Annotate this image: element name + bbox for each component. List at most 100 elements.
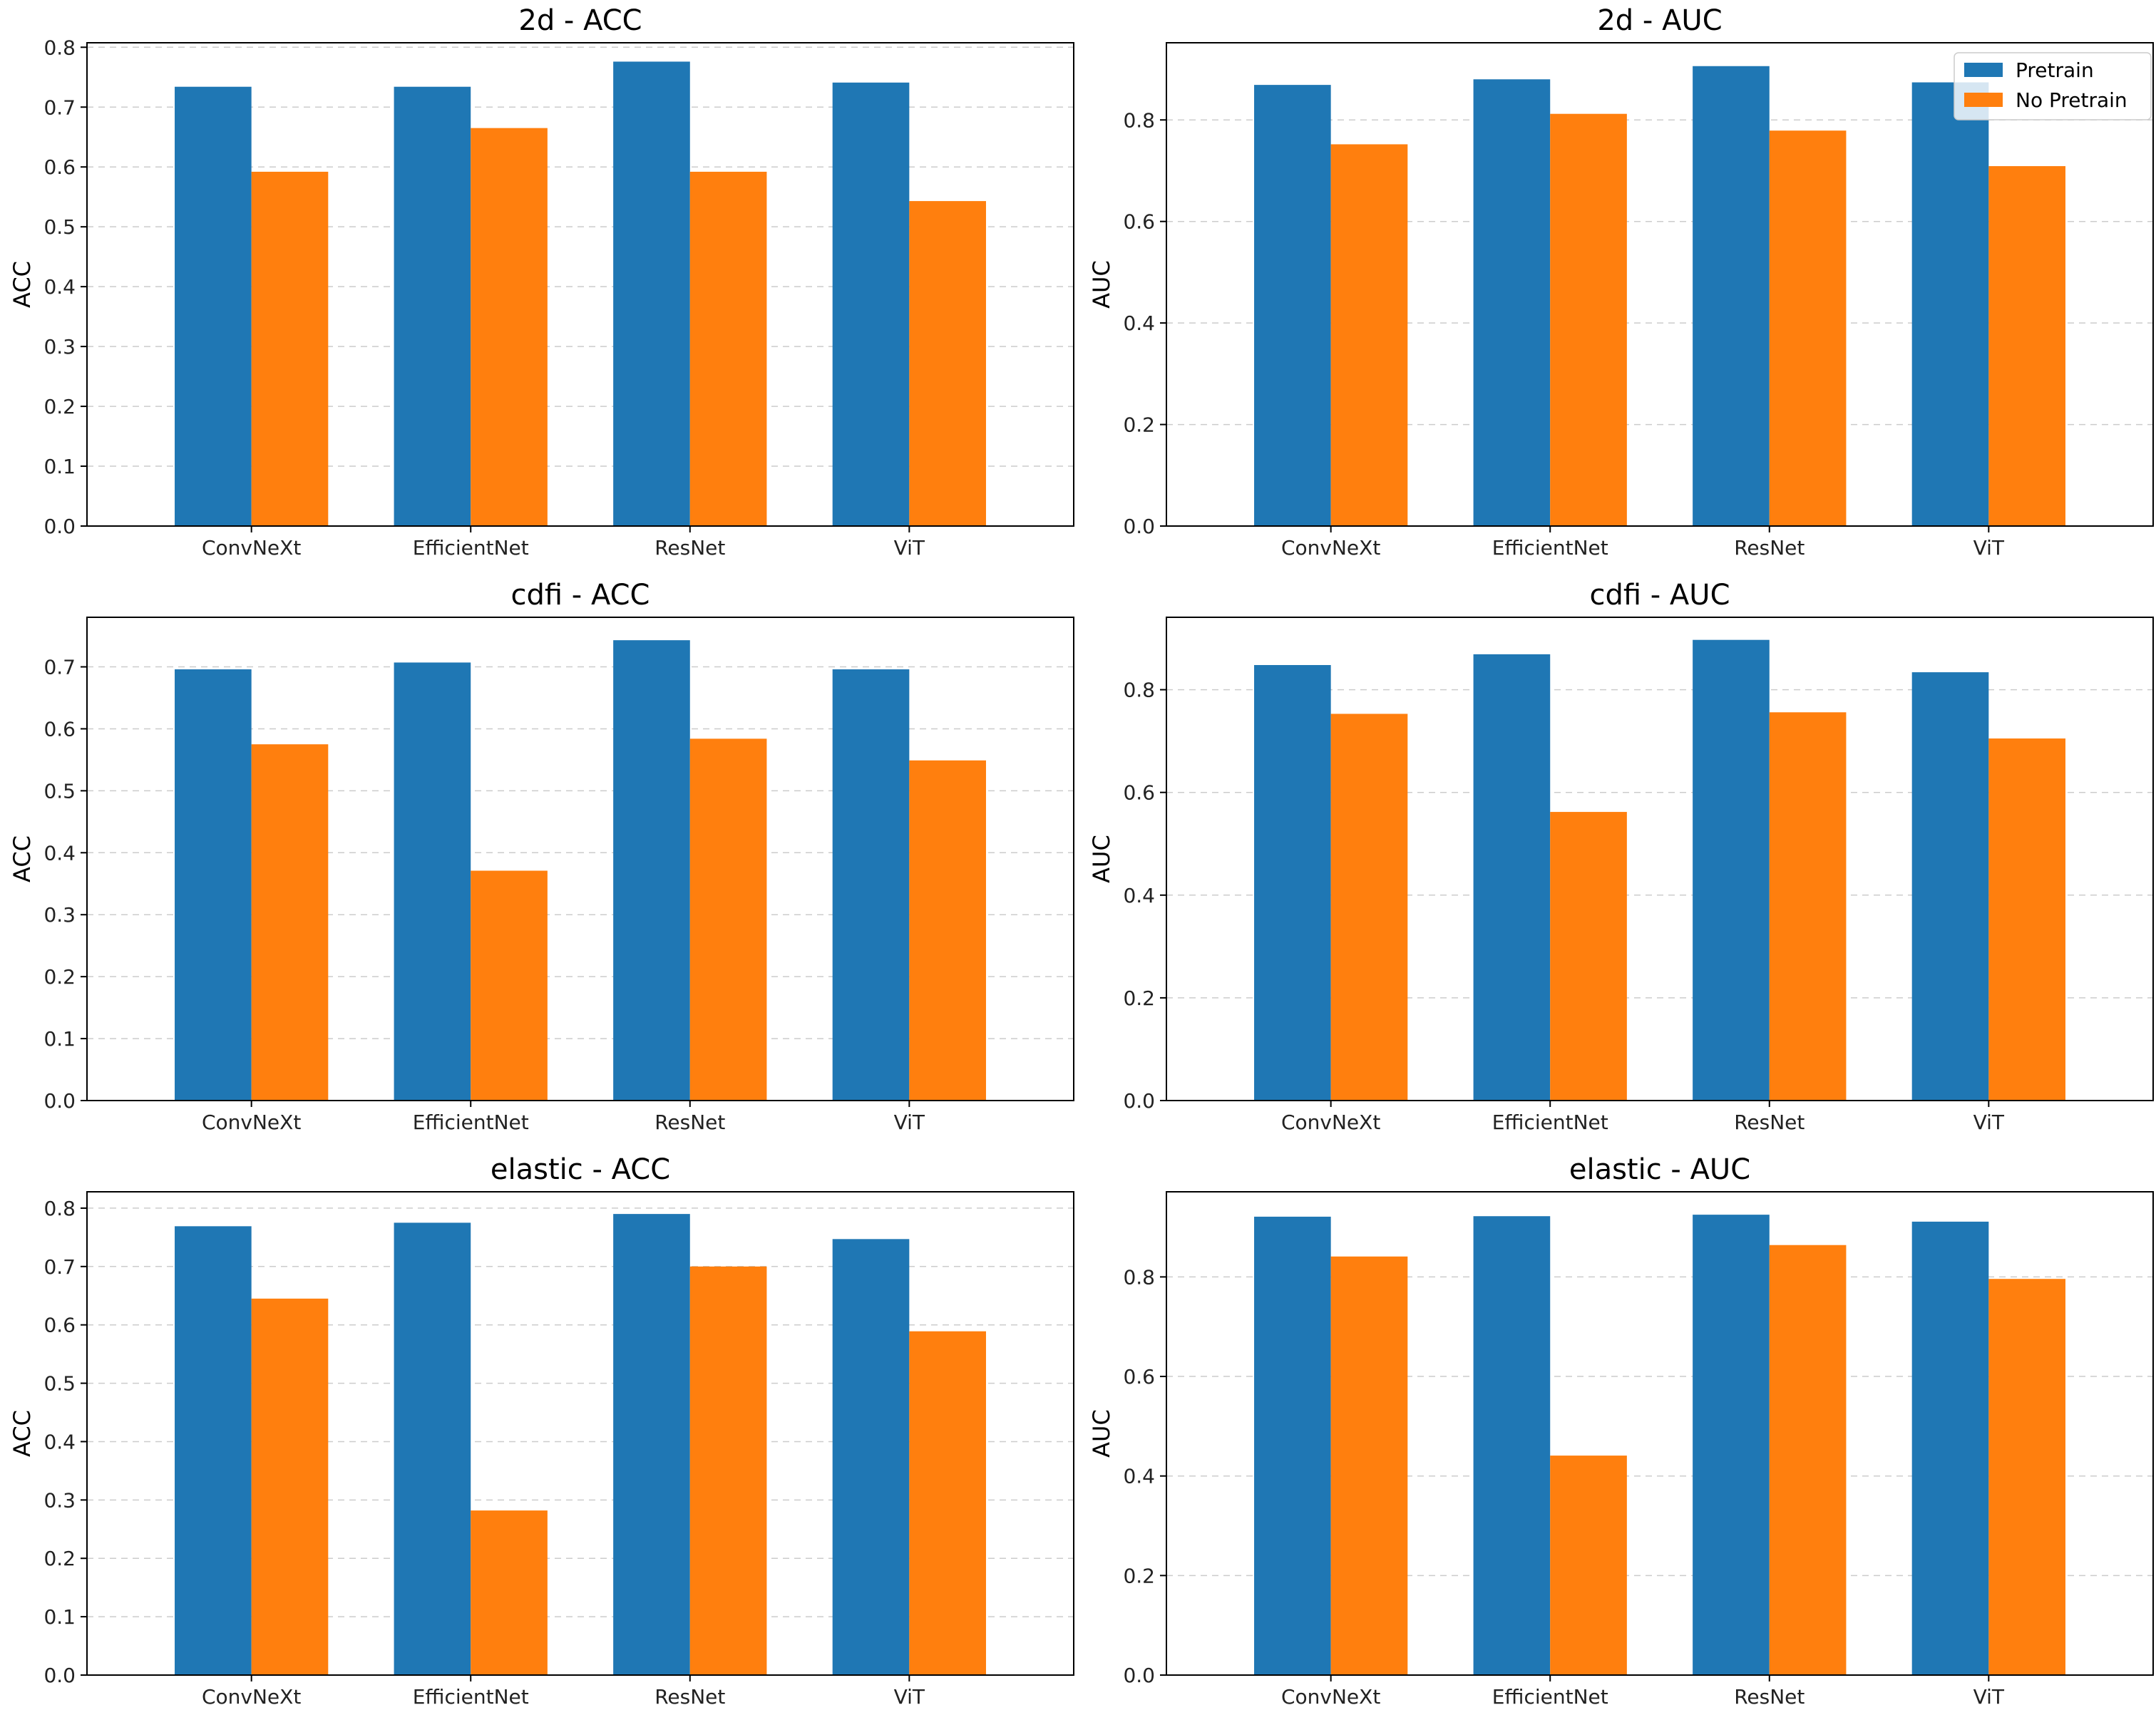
- bar-no-pretrain-efficientnet: [1550, 1456, 1627, 1675]
- bar-pretrain-convnext: [175, 669, 252, 1101]
- bar-no-pretrain-efficientnet: [471, 870, 548, 1101]
- y-tick-label: 0.2: [43, 965, 76, 989]
- panel-cdfi-auc: cdfi - AUC 0.0 0.2 0.4 0.6 0.8 ConvNeXt Effici…: [1088, 579, 2154, 1134]
- bar-pretrain-efficientnet: [1473, 654, 1551, 1101]
- y-tick-label: 0.7: [43, 96, 76, 119]
- x-tick-label: ResNet: [1734, 536, 1805, 560]
- bar-no-pretrain-efficientnet: [471, 1510, 548, 1675]
- x-tick-label: ViT: [1973, 1111, 2005, 1134]
- bar-no-pretrain-resnet: [1769, 130, 1847, 526]
- bar-pretrain-vit: [1911, 672, 1989, 1101]
- bar-no-pretrain-efficientnet: [1550, 812, 1627, 1101]
- panel-2d-auc: 2d - AUC 0.0 0.2 0.4 0.6 0.8 ConvNeXt Efficien…: [1088, 4, 2154, 560]
- bar-pretrain-efficientnet: [394, 1222, 471, 1675]
- bar-pretrain-resnet: [1693, 639, 1770, 1101]
- y-tick-label: 0.7: [43, 656, 76, 679]
- y-tick-label: 0.0: [1123, 1089, 1155, 1113]
- y-tick-label: 0.8: [1123, 108, 1155, 132]
- chart-title: cdfi - ACC: [511, 579, 650, 612]
- bar-no-pretrain-vit: [1988, 738, 2065, 1101]
- bar-pretrain-vit: [832, 82, 910, 526]
- y-tick-label: 0.4: [43, 1430, 76, 1453]
- plot-frame: [86, 1191, 1074, 1676]
- panel-elastic-acc: elastic - ACC 0.0 0.1 0.2 0.3 0.4 0.5 0.6 0.7 0.…: [9, 1153, 1074, 1709]
- y-tick-label: 0.4: [43, 841, 76, 865]
- y-tick-label: 0.4: [1123, 1465, 1155, 1488]
- bar-pretrain-resnet: [1693, 1215, 1770, 1675]
- panel-elastic-auc: elastic - AUC 0.0 0.2 0.4 0.6 0.8 ConvNeXt Eff…: [1088, 1153, 2154, 1709]
- y-tick-label: 0.2: [43, 1547, 76, 1570]
- bar-pretrain-resnet: [613, 1214, 690, 1675]
- y-tick-label: 0.2: [1123, 987, 1155, 1010]
- y-axis-label: AUC: [1088, 260, 1115, 309]
- bar-pretrain-convnext: [175, 1226, 252, 1675]
- x-tick-label: ResNet: [1734, 1685, 1805, 1709]
- x-tick-label: ViT: [1973, 536, 2005, 560]
- bar-pretrain-vit: [1911, 82, 1989, 526]
- legend-label-pretrain: Pretrain: [2016, 58, 2094, 82]
- bar-no-pretrain-resnet: [689, 171, 767, 526]
- y-tick-label: 0.2: [1123, 413, 1155, 437]
- bar-no-pretrain-convnext: [251, 1298, 329, 1675]
- bar-no-pretrain-vit: [1988, 1279, 2065, 1675]
- y-tick-label: 0.1: [43, 1605, 76, 1629]
- x-tick-label: ConvNeXt: [202, 536, 301, 560]
- legend: Pretrain No Pretrain: [1954, 52, 2152, 120]
- x-tick-label: ResNet: [654, 1111, 725, 1134]
- bar-pretrain-convnext: [175, 86, 252, 526]
- bar-no-pretrain-convnext: [1330, 1256, 1408, 1675]
- bar-no-pretrain-vit: [909, 760, 986, 1101]
- panel-cdfi-acc: cdfi - ACC 0.0 0.1 0.2 0.3 0.4 0.5 0.6 0.7 ConvN…: [9, 579, 1074, 1134]
- x-tick-label: EfficientNet: [1492, 536, 1608, 560]
- y-tick-label: 0.8: [43, 1197, 76, 1220]
- y-tick-label: 0.0: [1123, 1664, 1155, 1687]
- y-tick-label: 0.2: [43, 395, 76, 418]
- legend-swatch-no-pretrain: [1964, 93, 2003, 107]
- x-tick-label: EfficientNet: [413, 1685, 529, 1709]
- bar-pretrain-resnet: [613, 61, 690, 526]
- chart-title: 2d - ACC: [518, 4, 642, 37]
- plot-frame: [1166, 42, 2154, 527]
- y-axis-label: ACC: [9, 261, 36, 308]
- x-tick-label: ViT: [894, 536, 925, 560]
- x-tick-label: ConvNeXt: [1281, 1111, 1380, 1134]
- bar-no-pretrain-convnext: [1330, 144, 1408, 526]
- y-tick-label: 0.2: [1123, 1564, 1155, 1587]
- y-tick-label: 0.6: [1123, 781, 1155, 805]
- x-tick-label: ResNet: [1734, 1111, 1805, 1134]
- y-axis-label: AUC: [1088, 835, 1115, 883]
- x-tick-label: ConvNeXt: [202, 1685, 301, 1709]
- y-tick-label: 0.0: [1123, 515, 1155, 538]
- bar-pretrain-vit: [832, 1239, 910, 1675]
- x-tick-label: EfficientNet: [1492, 1111, 1608, 1134]
- y-tick-label: 0.4: [1123, 884, 1155, 907]
- chart-title: elastic - AUC: [1569, 1153, 1750, 1186]
- bar-no-pretrain-resnet: [1769, 712, 1847, 1101]
- bar-pretrain-convnext: [1254, 85, 1331, 527]
- y-tick-label: 0.6: [43, 717, 76, 741]
- bar-no-pretrain-vit: [909, 201, 986, 526]
- bar-no-pretrain-convnext: [251, 744, 329, 1101]
- y-tick-label: 0.0: [43, 1089, 76, 1113]
- x-tick-label: ResNet: [654, 536, 725, 560]
- legend-label-no-pretrain: No Pretrain: [2016, 88, 2127, 112]
- chart-title: 2d - AUC: [1597, 4, 1722, 37]
- y-tick-label: 0.8: [1123, 1265, 1155, 1289]
- legend-frame: [1954, 52, 2152, 120]
- y-tick-label: 0.3: [43, 1488, 76, 1512]
- x-tick-label: ViT: [894, 1685, 925, 1709]
- y-tick-label: 0.8: [1123, 679, 1155, 702]
- bar-no-pretrain-resnet: [689, 738, 767, 1101]
- y-tick-label: 0.0: [43, 1664, 76, 1687]
- y-tick-label: 0.6: [43, 1314, 76, 1337]
- y-tick-label: 0.5: [43, 779, 76, 803]
- chart-title: cdfi - AUC: [1589, 579, 1730, 612]
- y-tick-label: 0.5: [43, 215, 76, 239]
- x-tick-label: ResNet: [654, 1685, 725, 1709]
- y-tick-label: 0.1: [43, 455, 76, 478]
- bar-pretrain-efficientnet: [1473, 79, 1551, 526]
- x-tick-label: ViT: [894, 1111, 925, 1134]
- bar-no-pretrain-convnext: [251, 171, 329, 526]
- plot-frame: [86, 42, 1074, 527]
